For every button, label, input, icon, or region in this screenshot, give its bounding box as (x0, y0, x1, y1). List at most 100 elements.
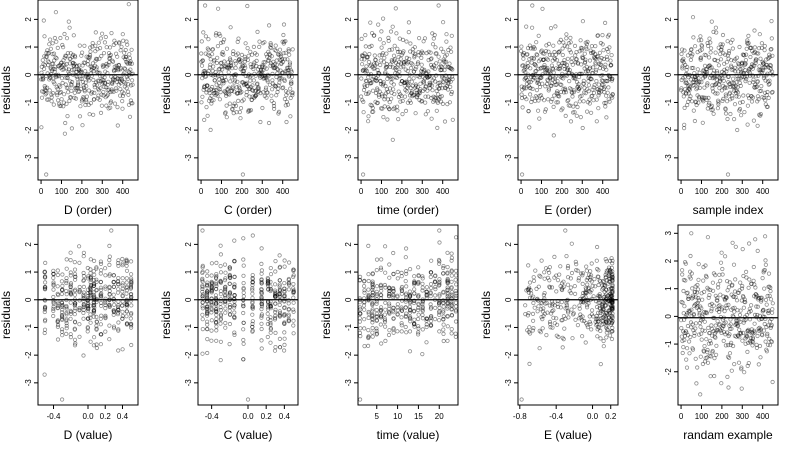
data-point (551, 43, 556, 48)
data-point (115, 279, 121, 284)
data-point (592, 82, 597, 88)
data-point (94, 65, 99, 70)
data-point (580, 55, 585, 61)
data-point (260, 90, 266, 95)
data-point (87, 56, 92, 61)
data-point (529, 55, 534, 61)
data-point (582, 51, 587, 56)
data-point (208, 87, 214, 92)
data-point (118, 66, 124, 71)
data-point (72, 292, 78, 297)
data-point (537, 346, 542, 351)
data-point (544, 68, 549, 73)
data-point (364, 64, 369, 69)
data-point (399, 270, 404, 275)
data-point (604, 115, 609, 120)
data-point (269, 87, 275, 92)
data-point (88, 45, 93, 50)
data-point (426, 94, 431, 99)
data-point (704, 67, 709, 72)
data-point (89, 64, 94, 69)
data-point (261, 60, 266, 65)
data-point (53, 64, 58, 69)
y-axis-label: residuals (479, 66, 493, 114)
data-point (223, 320, 228, 326)
data-point (66, 67, 72, 72)
data-point (577, 49, 582, 54)
data-point (241, 69, 246, 74)
data-point (761, 328, 767, 333)
data-point (281, 22, 287, 27)
data-point (598, 62, 604, 67)
data-point (694, 87, 699, 92)
data-point (57, 90, 63, 96)
data-point (732, 65, 737, 70)
data-point (603, 78, 608, 84)
data-point (80, 63, 85, 68)
data-point (582, 66, 587, 71)
data-point (361, 110, 366, 115)
data-point (228, 25, 233, 30)
data-point (104, 61, 109, 67)
data-point (748, 65, 753, 70)
data-point (71, 33, 76, 38)
data-point (769, 310, 775, 315)
data-point (88, 64, 93, 69)
data-point (448, 49, 454, 54)
data-point (423, 100, 428, 105)
x-tick-label: 0 (199, 187, 204, 196)
data-point (46, 50, 52, 56)
data-point (57, 62, 62, 68)
data-point (693, 74, 698, 80)
data-point (547, 68, 552, 73)
data-point (259, 271, 264, 276)
data-point (115, 76, 120, 81)
data-point (92, 258, 97, 263)
data-point (565, 265, 571, 271)
data-point (267, 56, 272, 61)
data-point (530, 86, 535, 92)
data-point (400, 98, 405, 104)
data-point (96, 93, 101, 98)
data-point (410, 62, 415, 67)
data-point (716, 82, 722, 87)
data-point (273, 307, 278, 312)
data-point (98, 259, 104, 264)
y-tick-label: -2 (664, 368, 673, 376)
data-point (527, 56, 532, 62)
data-point (607, 76, 613, 81)
data-point (236, 58, 241, 63)
data-point (94, 319, 99, 324)
data-point (106, 50, 112, 56)
x-tick-label: 400 (276, 187, 290, 196)
data-point (393, 71, 398, 76)
data-point (755, 94, 761, 99)
data-point (769, 18, 774, 24)
data-point (70, 79, 75, 85)
data-point (738, 113, 744, 118)
data-point (387, 275, 392, 280)
data-point (95, 47, 100, 52)
data-point (52, 58, 57, 63)
data-point (607, 333, 613, 338)
data-point (687, 86, 692, 91)
data-point (68, 51, 73, 56)
data-point (360, 172, 366, 177)
data-point (98, 45, 103, 51)
data-point (235, 79, 240, 84)
data-point (538, 66, 543, 71)
data-point (418, 87, 423, 92)
data-point (679, 58, 685, 63)
data-point (563, 316, 568, 321)
data-point (76, 67, 81, 72)
data-point (404, 284, 409, 289)
data-point (412, 53, 417, 58)
data-point (202, 85, 207, 90)
data-point (556, 94, 562, 99)
data-point (382, 104, 387, 109)
data-point (548, 25, 554, 31)
data-point (419, 55, 424, 61)
data-point (430, 88, 435, 93)
data-point (385, 97, 391, 102)
